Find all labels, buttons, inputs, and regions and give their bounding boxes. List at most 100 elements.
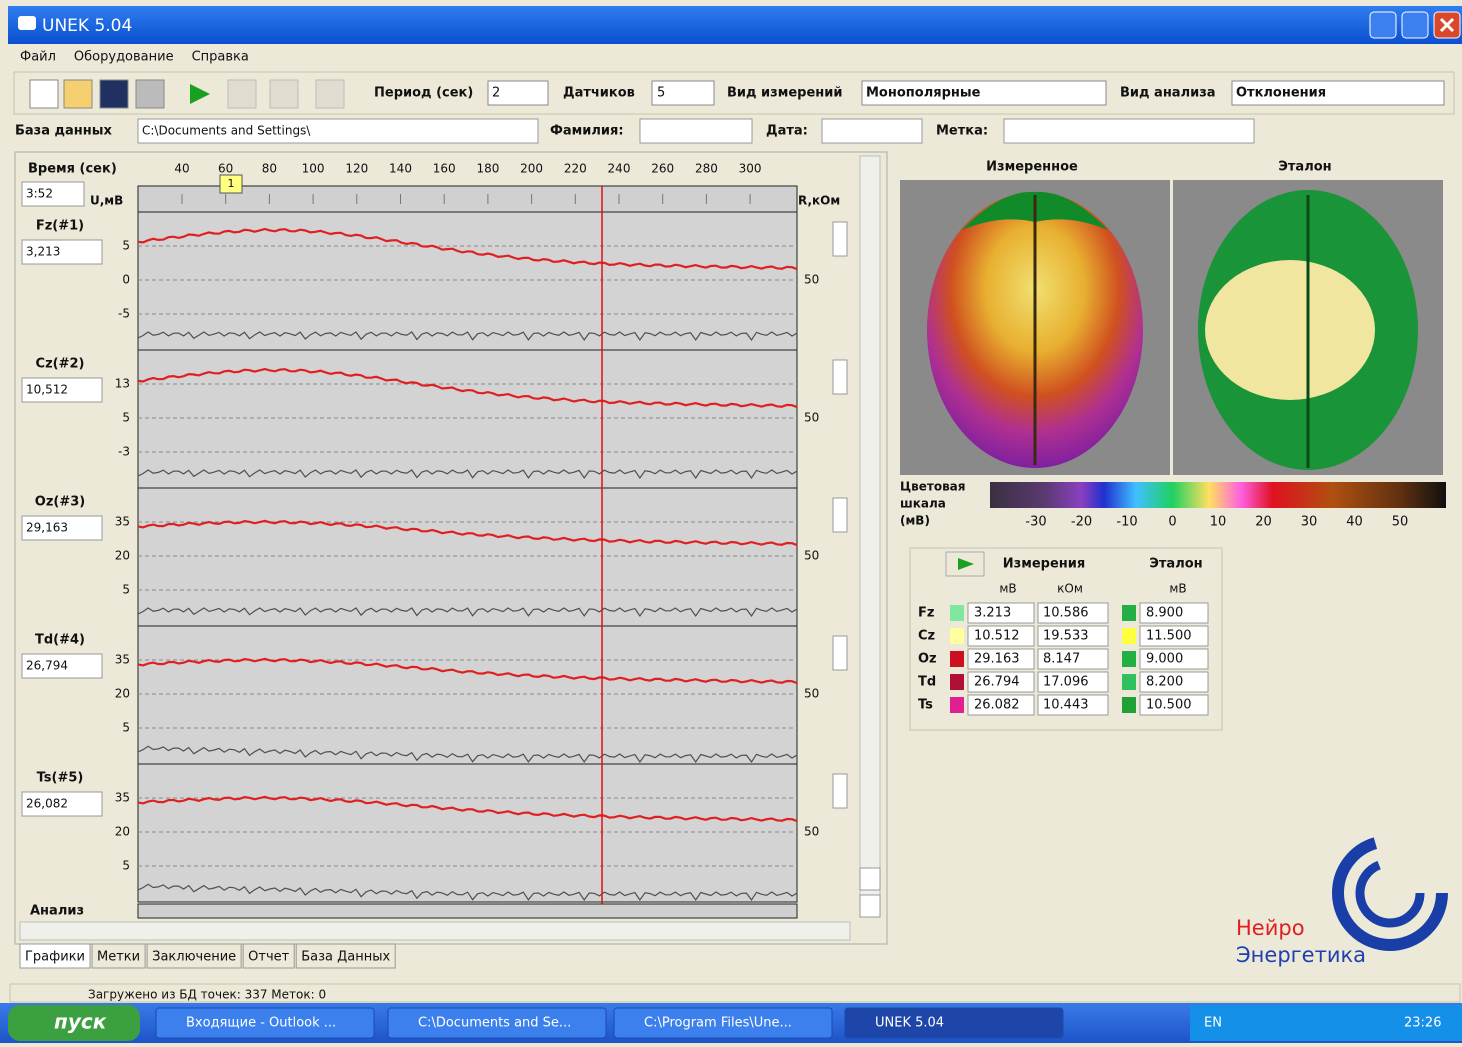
tab-label: Заключение xyxy=(152,950,236,965)
row-name: Oz xyxy=(918,652,937,667)
scale-tick: 10 xyxy=(1210,515,1227,530)
spin-button[interactable] xyxy=(833,222,847,256)
start-label: пуск xyxy=(54,1010,107,1034)
status-text: Загружено из БД точек: 337 Меток: 0 xyxy=(88,988,326,1002)
time-tick-label: 200 xyxy=(520,162,543,176)
y-tick-label: 5 xyxy=(122,583,130,597)
menu-item[interactable]: Файл xyxy=(20,50,56,65)
channel-name: Oz(#3) xyxy=(35,495,85,510)
minimize-button[interactable] xyxy=(1370,12,1396,38)
y-tick-label: 13 xyxy=(115,377,130,391)
zoom-out[interactable] xyxy=(860,895,880,917)
measure-label: Вид измерений xyxy=(727,86,842,101)
scale-tick: 50 xyxy=(1392,515,1409,530)
y-tick-label: 5 xyxy=(122,859,130,873)
date-input[interactable] xyxy=(822,119,922,143)
channel-value: 10,512 xyxy=(26,383,68,397)
reference-value: 9.000 xyxy=(1146,652,1183,667)
new-button[interactable] xyxy=(30,80,58,108)
time-tick-label: 240 xyxy=(608,162,631,176)
v-scrollbar[interactable] xyxy=(860,156,880,916)
y-tick-label: 5 xyxy=(122,239,130,253)
time-tick-label: 80 xyxy=(262,162,277,176)
resistance-value: 19.533 xyxy=(1043,629,1089,644)
time-tick-label: 120 xyxy=(345,162,368,176)
y-tick-label: 0 xyxy=(122,273,130,287)
app-icon xyxy=(18,16,36,30)
r-tick-label: 50 xyxy=(804,411,819,425)
row-color xyxy=(950,651,964,667)
spin-button[interactable] xyxy=(833,774,847,808)
pause-button[interactable] xyxy=(228,80,256,108)
channel-value: 26,082 xyxy=(26,797,68,811)
stop-button[interactable] xyxy=(270,80,298,108)
analysis-label: Анализ xyxy=(30,904,84,919)
sensors-label: Датчиков xyxy=(563,86,635,101)
scale-tick: 30 xyxy=(1301,515,1318,530)
channel-name: Fz(#1) xyxy=(36,219,84,234)
reference-header: Эталон xyxy=(1149,557,1202,572)
y-tick-label: 5 xyxy=(122,721,130,735)
h-scrollbar[interactable] xyxy=(20,922,850,940)
unit-label: мВ xyxy=(999,582,1016,596)
channel-plot xyxy=(138,626,797,764)
r-tick-label: 50 xyxy=(804,273,819,287)
maximize-button[interactable] xyxy=(1402,12,1428,38)
time-tick-label: 280 xyxy=(695,162,718,176)
r-label: R,кОм xyxy=(798,194,840,208)
time-tick-label: 100 xyxy=(302,162,325,176)
time-tick-label: 220 xyxy=(564,162,587,176)
ref-color xyxy=(1122,674,1136,690)
period-label: Период (сек) xyxy=(374,86,473,101)
time-tick-label: 180 xyxy=(476,162,499,176)
y-tick-label: -5 xyxy=(118,307,130,321)
y-tick-label: 20 xyxy=(115,549,130,563)
tab-label: База Данных xyxy=(301,950,390,965)
tab-label: Метки xyxy=(97,950,140,965)
task-label: C:\Program Files\Une... xyxy=(644,1016,792,1031)
tab-label: Отчет xyxy=(248,950,289,965)
save-button[interactable] xyxy=(100,80,128,108)
r-tick-label: 50 xyxy=(804,687,819,701)
spin-button[interactable] xyxy=(833,360,847,394)
unit-label: кОм xyxy=(1057,582,1083,596)
ref-color xyxy=(1122,605,1136,621)
mark-input[interactable] xyxy=(1004,119,1254,143)
reference-value: 8.900 xyxy=(1146,606,1183,621)
scale-tick: -20 xyxy=(1071,515,1092,530)
unit-label: мВ xyxy=(1169,582,1186,596)
menu-item[interactable]: Справка xyxy=(192,50,249,65)
channel-plot xyxy=(138,488,797,626)
measured-value: 3.213 xyxy=(974,606,1011,621)
lang: EN xyxy=(1204,1016,1222,1031)
channel-plot xyxy=(138,350,797,488)
analysis-label: Вид анализа xyxy=(1120,86,1216,101)
channel-plot xyxy=(138,764,797,902)
db-value: C:\Documents and Settings\ xyxy=(142,124,311,138)
open-button[interactable] xyxy=(64,80,92,108)
ref-color xyxy=(1122,628,1136,644)
surname-input[interactable] xyxy=(640,119,752,143)
row-color xyxy=(950,605,964,621)
channel-value: 3,213 xyxy=(26,245,60,259)
spin-button[interactable] xyxy=(833,636,847,670)
print-button[interactable] xyxy=(136,80,164,108)
menu-item[interactable]: Оборудование xyxy=(74,50,174,65)
logo-line1: Нейро xyxy=(1236,916,1305,940)
row-name: Td xyxy=(918,675,936,690)
spin-button[interactable] xyxy=(833,498,847,532)
page: UNEK 5.04 Файл Оборудование Справка Период… xyxy=(0,0,1462,1043)
window-title: UNEK 5.04 xyxy=(42,16,132,36)
logo-line2: Энергетика xyxy=(1236,943,1366,967)
row-name: Cz xyxy=(918,629,935,644)
scale-tick: 40 xyxy=(1346,515,1363,530)
title-bar xyxy=(8,6,1462,44)
rec-button[interactable] xyxy=(316,80,344,108)
r-tick-label: 50 xyxy=(804,825,819,839)
screen: UNEK 5.04 Файл Оборудование Справка Период… xyxy=(0,0,1462,1043)
surname-label: Фамилия: xyxy=(550,124,624,139)
analysis-strip xyxy=(138,904,797,918)
channel-name: Ts(#5) xyxy=(37,771,84,786)
scale-tick: 20 xyxy=(1255,515,1272,530)
zoom-in[interactable] xyxy=(860,868,880,890)
